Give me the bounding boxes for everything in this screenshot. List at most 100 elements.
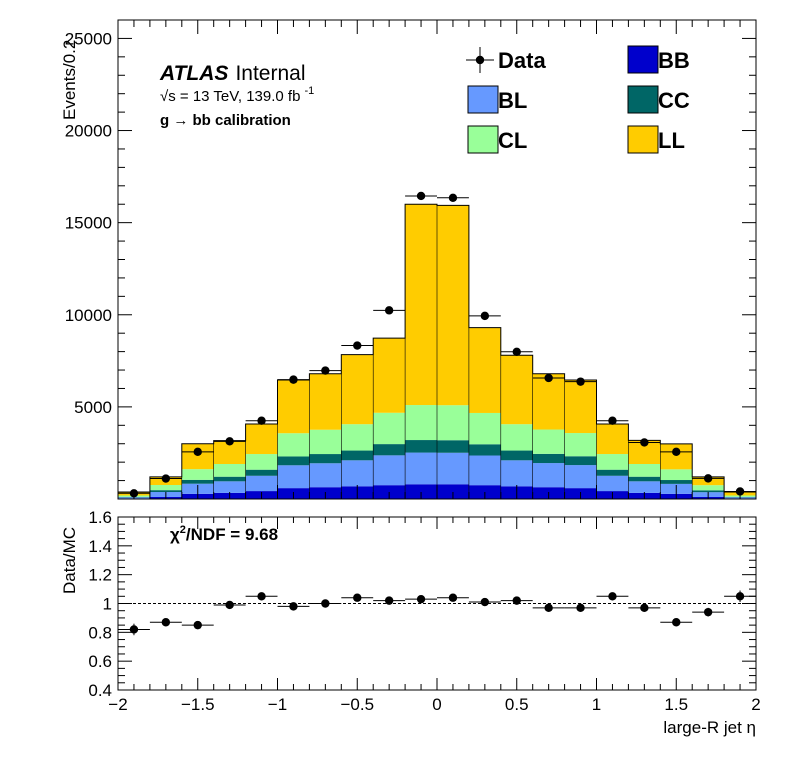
legend-swatch-bb <box>627 45 659 74</box>
ratio-point-4 <box>257 592 266 601</box>
bar-bl-3 <box>213 481 246 493</box>
ratio-point-7 <box>353 593 362 602</box>
bar-bl-12 <box>500 460 533 487</box>
ratio-point-6 <box>321 599 330 608</box>
bar-bl-7 <box>341 460 374 487</box>
ratio-ytick-label-2: 0.8 <box>88 623 112 642</box>
bar-cl-16 <box>628 463 661 477</box>
ratio-plot: 0.4 0.6 0.8 1 1.2 1.4 1.6 −2 −1.5 −1 −0.5 0 0.5 1 1.5… <box>60 508 761 737</box>
bar-cc-8 <box>373 444 406 456</box>
legend-label-data: Data <box>498 48 546 73</box>
ratio-point-18 <box>703 607 713 617</box>
data-point-16 <box>640 438 649 447</box>
bar-cc-9 <box>405 440 437 453</box>
legend-label-cl: CL <box>498 128 527 153</box>
ratio-point-16 <box>640 603 649 613</box>
bar-cc-3 <box>213 476 246 482</box>
bar-bl-6 <box>309 463 342 488</box>
bar-cl-9 <box>405 405 437 441</box>
ratio-point-2 <box>193 620 202 630</box>
data-point-11 <box>480 311 490 321</box>
bar-ll-2 <box>181 443 214 470</box>
selection-label: g → bb calibration <box>160 112 291 129</box>
bar-ll-11 <box>468 327 501 413</box>
bar-cl-15 <box>596 454 629 470</box>
x-tick-label-1: −1.5 <box>181 695 215 714</box>
data-point-18 <box>703 474 713 483</box>
bar-cc-10 <box>437 440 469 453</box>
ratio-point-11 <box>480 597 490 607</box>
x-tick-label-0: −2 <box>108 695 127 714</box>
legend-label-bl: BL <box>498 88 527 113</box>
ratio-ytick-label-0: 0.4 <box>88 681 112 700</box>
bar-bl-13 <box>532 463 565 488</box>
bar-cc-14 <box>564 456 597 466</box>
data-point-4 <box>257 416 266 425</box>
data-point-5 <box>289 375 298 384</box>
ratio-point-0 <box>129 625 139 634</box>
bar-bl-9 <box>405 452 437 485</box>
bar-cc-17 <box>660 480 693 484</box>
bar-cl-8 <box>373 412 406 445</box>
bar-cl-10 <box>437 405 469 441</box>
bar-cc-16 <box>628 476 661 482</box>
x-tick-label-8: 2 <box>751 695 760 714</box>
bar-bl-8 <box>373 455 406 486</box>
data-point-12 <box>512 347 521 356</box>
bar-cc-2 <box>181 479 214 484</box>
x-tick-label-3: −0.5 <box>340 695 374 714</box>
bar-cl-13 <box>532 429 565 454</box>
bar-bl-15 <box>596 475 629 492</box>
bar-cl-17 <box>660 469 693 481</box>
legend-swatch-bl <box>467 85 499 114</box>
ratio-ytick-label-5: 1.4 <box>88 537 112 556</box>
x-tick-label-4: 0 <box>432 695 441 714</box>
main-ytick-label-20000: 20000 <box>65 122 112 141</box>
bar-cl-2 <box>181 469 214 480</box>
ratio-point-1 <box>161 618 171 627</box>
legend-item-bb: BB <box>627 45 690 74</box>
bar-ll-8 <box>373 338 406 413</box>
ratio-point-3 <box>225 600 234 610</box>
bar-cc-11 <box>468 444 501 456</box>
x-axis-label: large-R jet η <box>663 718 756 737</box>
bar-cl-14 <box>564 433 597 457</box>
data-point-8 <box>384 306 394 315</box>
svg-text:√s = 13 TeV, 139.0 fb-1: √s = 13 TeV, 139.0 fb -1 <box>160 85 314 105</box>
legend-item-cc: CC <box>627 85 690 114</box>
main-y-axis-label: Events/0.2 <box>60 40 79 120</box>
legend-label-cc: CC <box>658 88 690 113</box>
bar-ll-4 <box>245 424 278 455</box>
bar-ll-9 <box>405 204 437 406</box>
legend: Data BB BL CC CL LL <box>466 45 690 154</box>
data-points <box>118 191 756 498</box>
legend-marker-dot <box>475 55 485 65</box>
ratio-point-17 <box>672 618 681 627</box>
ratio-point-9 <box>416 594 426 604</box>
x-tick-label-7: 1.5 <box>664 695 688 714</box>
legend-swatch-ll <box>627 125 659 154</box>
bar-cc-13 <box>532 453 565 464</box>
ratio-ytick-label-4: 1.2 <box>88 566 112 585</box>
bar-cc-1 <box>149 490 182 492</box>
ratio-y-axis: 0.4 0.6 0.8 1 1.2 1.4 1.6 <box>88 508 756 700</box>
bar-ll-10 <box>437 205 469 406</box>
internal-label: Internal <box>235 62 305 85</box>
x-tick-label-6: 1 <box>592 695 601 714</box>
bar-cl-18 <box>692 485 725 491</box>
data-point-6 <box>321 366 330 375</box>
ratio-point-8 <box>384 596 394 605</box>
main-ytick-label-10000: 10000 <box>65 306 112 325</box>
ratio-point-12 <box>512 596 521 605</box>
bar-cc-18 <box>692 490 725 493</box>
ratio-annotation: χ2/NDF = 9.68 <box>170 524 278 544</box>
bar-ll-13 <box>532 373 565 430</box>
data-point-19 <box>735 487 745 496</box>
legend-item-ll: LL <box>627 125 685 154</box>
main-x-ticks <box>117 20 757 499</box>
bar-bl-16 <box>628 481 661 493</box>
bar-bb-9 <box>405 484 437 499</box>
ratio-points <box>118 590 756 636</box>
